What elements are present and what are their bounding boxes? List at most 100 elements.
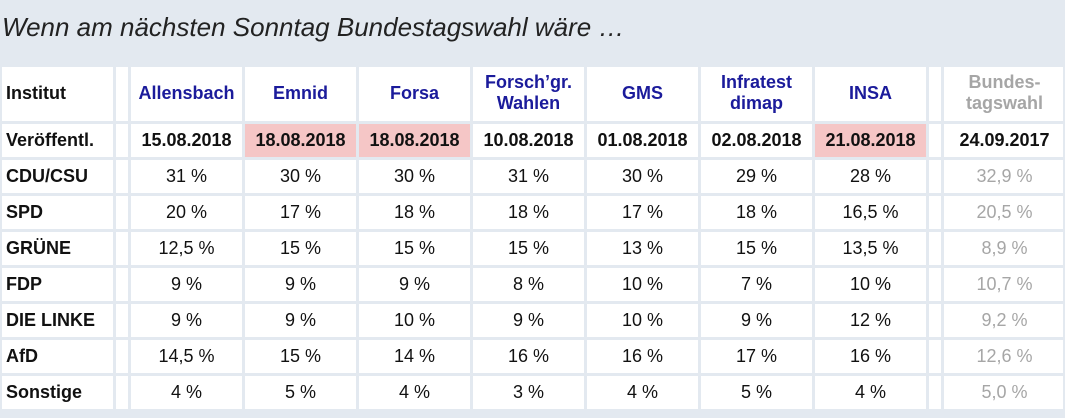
value-cell: 9 %: [131, 304, 245, 340]
gap-cell: [116, 376, 131, 412]
page-title: Wenn am nächsten Sonntag Bundestagswahl …: [2, 12, 625, 42]
value-cell: 8 %: [473, 268, 587, 304]
gap-cell: [929, 268, 944, 304]
gap-cell: [929, 376, 944, 412]
table-row-spd: SPD 20 % 17 % 18 % 18 % 17 % 18 % 16,5 %…: [0, 196, 1065, 232]
value-cell: 9 %: [473, 304, 587, 340]
value-cell: 12 %: [815, 304, 929, 340]
value-cell: 5 %: [701, 376, 815, 412]
date-cell-highlighted: 21.08.2018: [815, 124, 929, 160]
value-cell: 30 %: [359, 160, 473, 196]
value-cell: 10 %: [587, 304, 701, 340]
gap-cell: [929, 160, 944, 196]
gap-cell: [116, 196, 131, 232]
date-cell: 01.08.2018: [587, 124, 701, 160]
date-row: Veröffentl. 15.08.2018 18.08.2018 18.08.…: [0, 124, 1065, 160]
column-header-line2: Wahlen: [496, 93, 561, 113]
date-cell-highlighted: 18.08.2018: [359, 124, 473, 160]
value-cell: 5 %: [245, 376, 359, 412]
value-cell: 13 %: [587, 232, 701, 268]
value-cell: 29 %: [701, 160, 815, 196]
value-cell: 10 %: [815, 268, 929, 304]
header-row: Institut Allensbach Emnid Forsa Forsch’g…: [0, 65, 1065, 124]
column-header-line1: Bundes-: [968, 72, 1041, 92]
value-cell: 3 %: [473, 376, 587, 412]
reference-value-cell: 12,6 %: [944, 340, 1065, 376]
value-cell: 12,5 %: [131, 232, 245, 268]
party-label: CDU/CSU: [0, 160, 116, 196]
value-cell: 17 %: [245, 196, 359, 232]
value-cell: 10 %: [359, 304, 473, 340]
reference-value-cell: 8,9 %: [944, 232, 1065, 268]
value-cell: 30 %: [245, 160, 359, 196]
column-header-emnid: Emnid: [245, 65, 359, 124]
gap-cell: [929, 196, 944, 232]
column-header-forsa: Forsa: [359, 65, 473, 124]
column-header-line1: Forsa: [389, 82, 440, 103]
date-cell: 02.08.2018: [701, 124, 815, 160]
date-cell-highlighted: 18.08.2018: [245, 124, 359, 160]
column-header-infratest-dimap: Infratest dimap: [701, 65, 815, 124]
gap-cell: [116, 232, 131, 268]
party-label: Sonstige: [0, 376, 116, 412]
column-header-gms: GMS: [587, 65, 701, 124]
gap-cell: [116, 124, 131, 160]
column-header-allensbach: Allensbach: [131, 65, 245, 124]
value-cell: 10 %: [587, 268, 701, 304]
value-cell: 4 %: [815, 376, 929, 412]
value-cell: 15 %: [245, 232, 359, 268]
value-cell: 18 %: [701, 196, 815, 232]
party-label: DIE LINKE: [0, 304, 116, 340]
reference-value-cell: 32,9 %: [944, 160, 1065, 196]
gap-cell: [116, 304, 131, 340]
value-cell: 18 %: [473, 196, 587, 232]
reference-value-cell: 20,5 %: [944, 196, 1065, 232]
column-header-line1: Allensbach: [138, 82, 235, 103]
date-cell-reference: 24.09.2017: [944, 124, 1065, 160]
value-cell: 16 %: [587, 340, 701, 376]
column-header-line2: dimap: [729, 93, 783, 113]
value-cell: 28 %: [815, 160, 929, 196]
party-label: AfD: [0, 340, 116, 376]
column-header-insa: INSA: [815, 65, 929, 124]
value-cell: 9 %: [359, 268, 473, 304]
value-cell: 13,5 %: [815, 232, 929, 268]
value-cell: 17 %: [587, 196, 701, 232]
reference-value-cell: 10,7 %: [944, 268, 1065, 304]
column-header-line1: GMS: [621, 82, 663, 103]
value-cell: 15 %: [701, 232, 815, 268]
value-cell: 14 %: [359, 340, 473, 376]
table-row-cdu-csu: CDU/CSU 31 % 30 % 30 % 31 % 30 % 29 % 28…: [0, 160, 1065, 196]
gap-cell: [929, 304, 944, 340]
party-label: FDP: [0, 268, 116, 304]
column-header-line1: Emnid: [272, 82, 328, 103]
gap-cell: [116, 65, 131, 124]
value-cell: 31 %: [131, 160, 245, 196]
value-cell: 9 %: [245, 304, 359, 340]
value-cell: 31 %: [473, 160, 587, 196]
value-cell: 16 %: [473, 340, 587, 376]
date-row-label: Veröffentl.: [0, 124, 116, 160]
column-header-line1: INSA: [848, 82, 892, 103]
value-cell: 16 %: [815, 340, 929, 376]
institut-header: Institut: [0, 65, 116, 124]
table-row-sonstige: Sonstige 4 % 5 % 4 % 3 % 4 % 5 % 4 % 5,0…: [0, 376, 1065, 412]
gap-cell: [116, 340, 131, 376]
reference-value-cell: 9,2 %: [944, 304, 1065, 340]
column-header-line1: Infratest: [720, 72, 792, 92]
column-header-forschgr-wahlen: Forsch’gr. Wahlen: [473, 65, 587, 124]
value-cell: 17 %: [701, 340, 815, 376]
value-cell: 18 %: [359, 196, 473, 232]
value-cell: 9 %: [701, 304, 815, 340]
column-header-line1: Forsch’gr.: [484, 72, 573, 92]
gap-cell: [116, 268, 131, 304]
date-cell: 15.08.2018: [131, 124, 245, 160]
gap-cell: [929, 340, 944, 376]
value-cell: 4 %: [359, 376, 473, 412]
party-label: SPD: [0, 196, 116, 232]
column-header-bundestagswahl: Bundes-tagswahl: [944, 65, 1065, 124]
table-row-gruene: GRÜNE 12,5 % 15 % 15 % 15 % 13 % 15 % 13…: [0, 232, 1065, 268]
value-cell: 16,5 %: [815, 196, 929, 232]
value-cell: 4 %: [587, 376, 701, 412]
value-cell: 7 %: [701, 268, 815, 304]
